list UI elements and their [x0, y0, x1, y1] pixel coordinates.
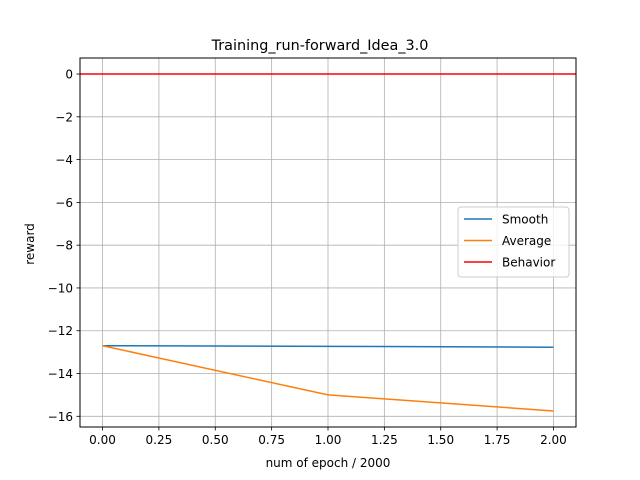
x-tick-label: 1.75	[484, 433, 511, 447]
series-layer	[80, 73, 576, 412]
y-tick-label: −4	[55, 153, 73, 167]
y-tick-label: −14	[48, 367, 73, 381]
y-tick-label: −6	[55, 196, 73, 210]
x-tick-label: 0.00	[89, 433, 116, 447]
y-tick-label: −8	[55, 239, 73, 253]
x-tick-label: 0.25	[146, 433, 173, 447]
x-tick-label: 0.50	[202, 433, 229, 447]
x-tick-label: 1.00	[315, 433, 342, 447]
y-tick-label: −10	[48, 281, 73, 295]
ticks: 0.00 0.25 0.50 0.75 1.00 1.25 1.50 1.75 2.00 0 −2 −…	[48, 68, 567, 447]
chart-title: Training_run-forward_Idea_3.0	[211, 38, 429, 54]
series-smooth-line	[102, 344, 554, 348]
x-axis-label: num of epoch / 2000	[266, 456, 391, 470]
x-tick-label: 1.50	[427, 433, 454, 447]
series-average-line	[102, 344, 554, 412]
x-tick-label: 0.75	[258, 433, 285, 447]
y-tick-label: 0	[65, 68, 73, 82]
plot-frame	[79, 57, 577, 428]
legend-label-average: Average	[502, 234, 551, 248]
y-tick-label: −2	[55, 110, 73, 124]
x-tick-label: 2.00	[540, 433, 567, 447]
legend: Smooth Average Behavior	[457, 206, 570, 278]
y-axis-label: reward	[23, 223, 37, 265]
y-tick-label: −12	[48, 324, 73, 338]
x-tick-label: 1.25	[371, 433, 398, 447]
y-tick-label: −16	[48, 410, 73, 424]
legend-label-behavior: Behavior	[502, 256, 555, 270]
legend-label-smooth: Smooth	[502, 213, 548, 227]
legend-box	[457, 206, 570, 278]
